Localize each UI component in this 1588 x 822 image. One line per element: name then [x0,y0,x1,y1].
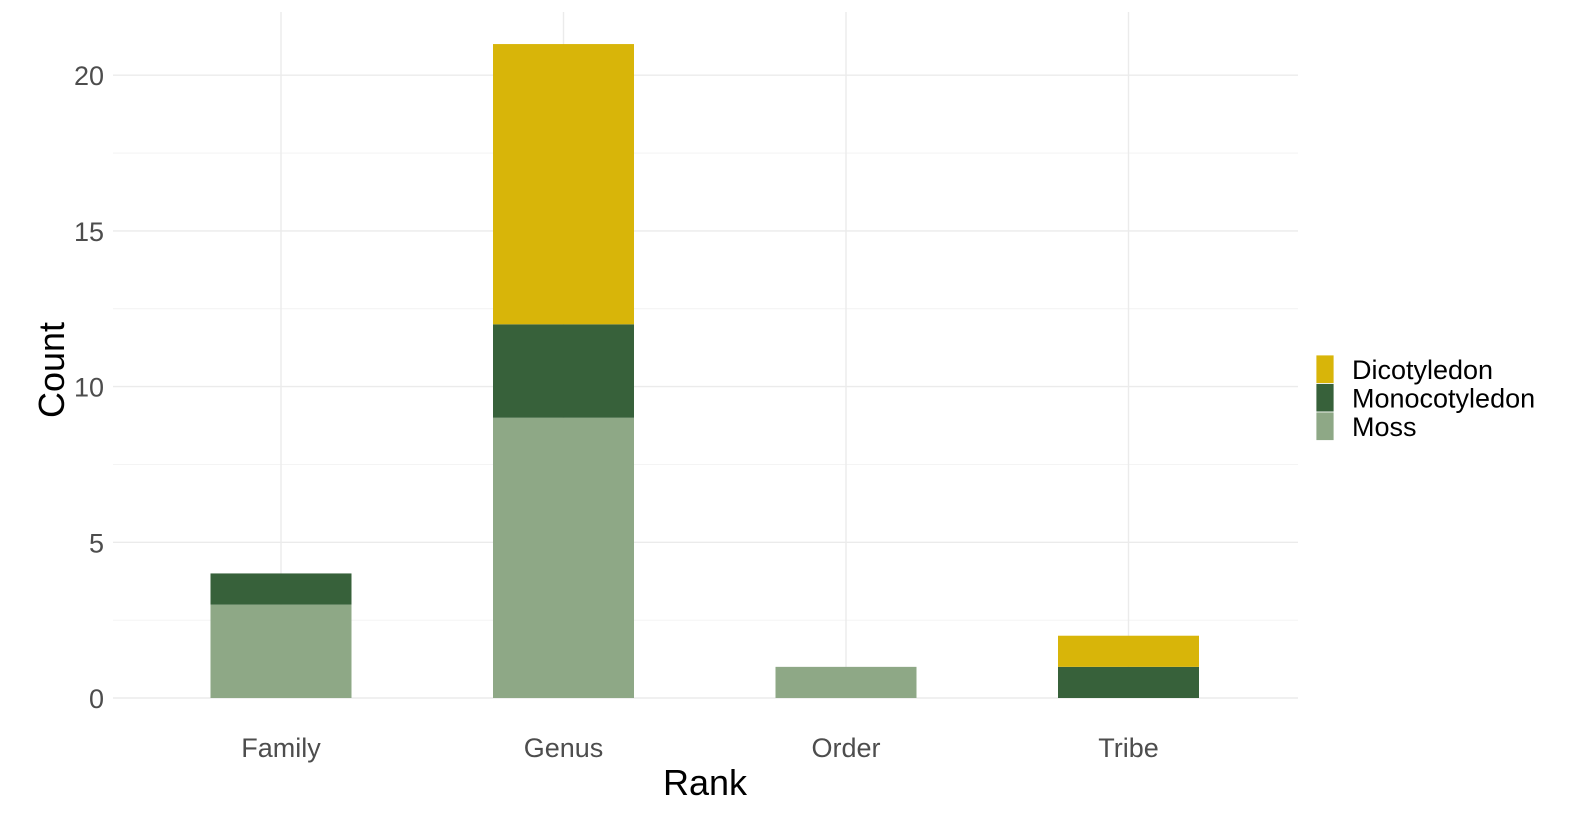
bar-genus-monocotyledon [493,324,634,418]
legend-label-dicotyledon: Dicotyledon [1352,355,1493,385]
bar-tribe-dicotyledon [1058,635,1199,667]
x-tick-label: Family [241,733,321,763]
y-tick-label: 0 [89,684,104,714]
bars [210,44,1199,698]
y-tick-label: 10 [74,373,104,403]
x-tick-label: Genus [524,733,604,763]
bar-genus-moss [493,417,634,698]
x-tick-label: Order [811,733,880,763]
legend-key-dicotyledon [1315,354,1335,384]
y-axis-title: Count [31,322,72,418]
x-axis-ticks: Family Genus Order Tribe [241,733,1159,763]
y-tick-label: 5 [89,528,104,558]
x-axis-title: Rank [663,762,748,803]
x-tick-label: Tribe [1098,733,1159,763]
y-axis-ticks: 0 5 10 15 20 [74,61,104,714]
bar-family-monocotyledon [210,573,352,605]
legend-label-moss: Moss [1352,412,1417,442]
legend-key-moss [1315,411,1335,441]
legend-label-monocotyledon: Monocotyledon [1352,384,1535,414]
bar-order-moss [775,666,917,698]
legend-key-monocotyledon [1315,383,1335,413]
bar-tribe-monocotyledon [1058,666,1199,698]
y-tick-label: 20 [74,61,104,91]
bar-family-moss [210,604,352,698]
bar-genus-dicotyledon [493,44,634,325]
y-tick-label: 15 [74,217,104,247]
